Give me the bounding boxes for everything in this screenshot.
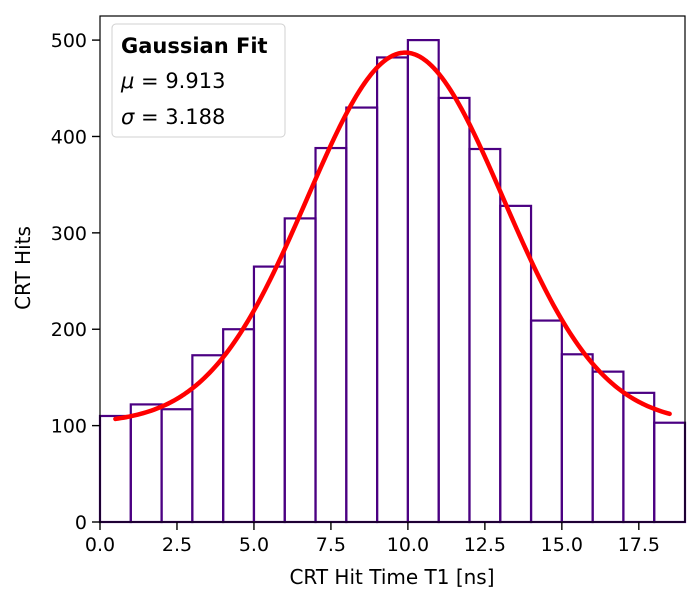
x-tick-label: 5.0	[239, 534, 269, 556]
histogram-bar	[345, 106, 379, 524]
y-tick-label: 100	[51, 416, 87, 438]
histogram-bar	[591, 370, 625, 524]
legend-box	[111, 23, 286, 138]
y-axis-label: CRT Hits	[11, 226, 35, 310]
legend-sigma-symbol: σ	[121, 105, 135, 129]
legend-mu-value: = 9.913	[134, 69, 225, 93]
y-tick-label: 300	[51, 223, 87, 245]
x-tick-label: 15.0	[541, 534, 583, 556]
axis-ticks: 0.0 2.5 5.0 7.5 10.0 12.5 15.0 17.5 0 100 200 300 40…	[51, 30, 660, 556]
histogram-bar	[129, 403, 163, 524]
histogram-bar	[622, 391, 656, 524]
plot-area	[98, 15, 687, 524]
plot-frame	[99, 15, 686, 523]
histogram-bar	[98, 414, 132, 524]
histogram-bar	[529, 319, 563, 524]
legend-title: Gaussian Fit	[121, 34, 268, 58]
histogram-bar	[468, 147, 502, 524]
histogram-bar	[437, 96, 471, 524]
fit-curve	[113, 50, 672, 422]
legend: Gaussian Fit μ = 9.913 σ = 3.188	[111, 23, 286, 138]
x-tick-label: 12.5	[464, 534, 506, 556]
x-tick-label: 10.0	[387, 534, 429, 556]
histogram-bar	[160, 408, 194, 524]
histogram-bar	[653, 421, 687, 524]
histogram-bar	[560, 353, 594, 524]
x-tick-label: 17.5	[618, 534, 660, 556]
histogram-bar	[406, 38, 440, 524]
y-tick-label: 200	[51, 319, 87, 341]
x-tick-label: 2.5	[162, 534, 192, 556]
histogram-bar	[222, 328, 256, 524]
legend-sigma: σ = 3.188	[121, 105, 225, 129]
y-tick-label: 500	[51, 30, 87, 52]
y-tick-label: 0	[75, 512, 87, 534]
x-tick-label: 0.0	[85, 534, 115, 556]
histogram-bar	[314, 146, 348, 524]
y-tick-label: 400	[51, 126, 87, 148]
histogram-bar	[283, 217, 317, 524]
x-tick-label: 7.5	[316, 534, 346, 556]
histogram-bar	[191, 354, 225, 524]
legend-mu: μ = 9.913	[120, 69, 225, 93]
legend-mu-symbol: μ	[120, 69, 134, 93]
histogram-bar	[376, 56, 409, 524]
legend-sigma-value: = 3.188	[134, 105, 225, 129]
x-axis-label: CRT Hit Time T1 [ns]	[289, 565, 494, 589]
